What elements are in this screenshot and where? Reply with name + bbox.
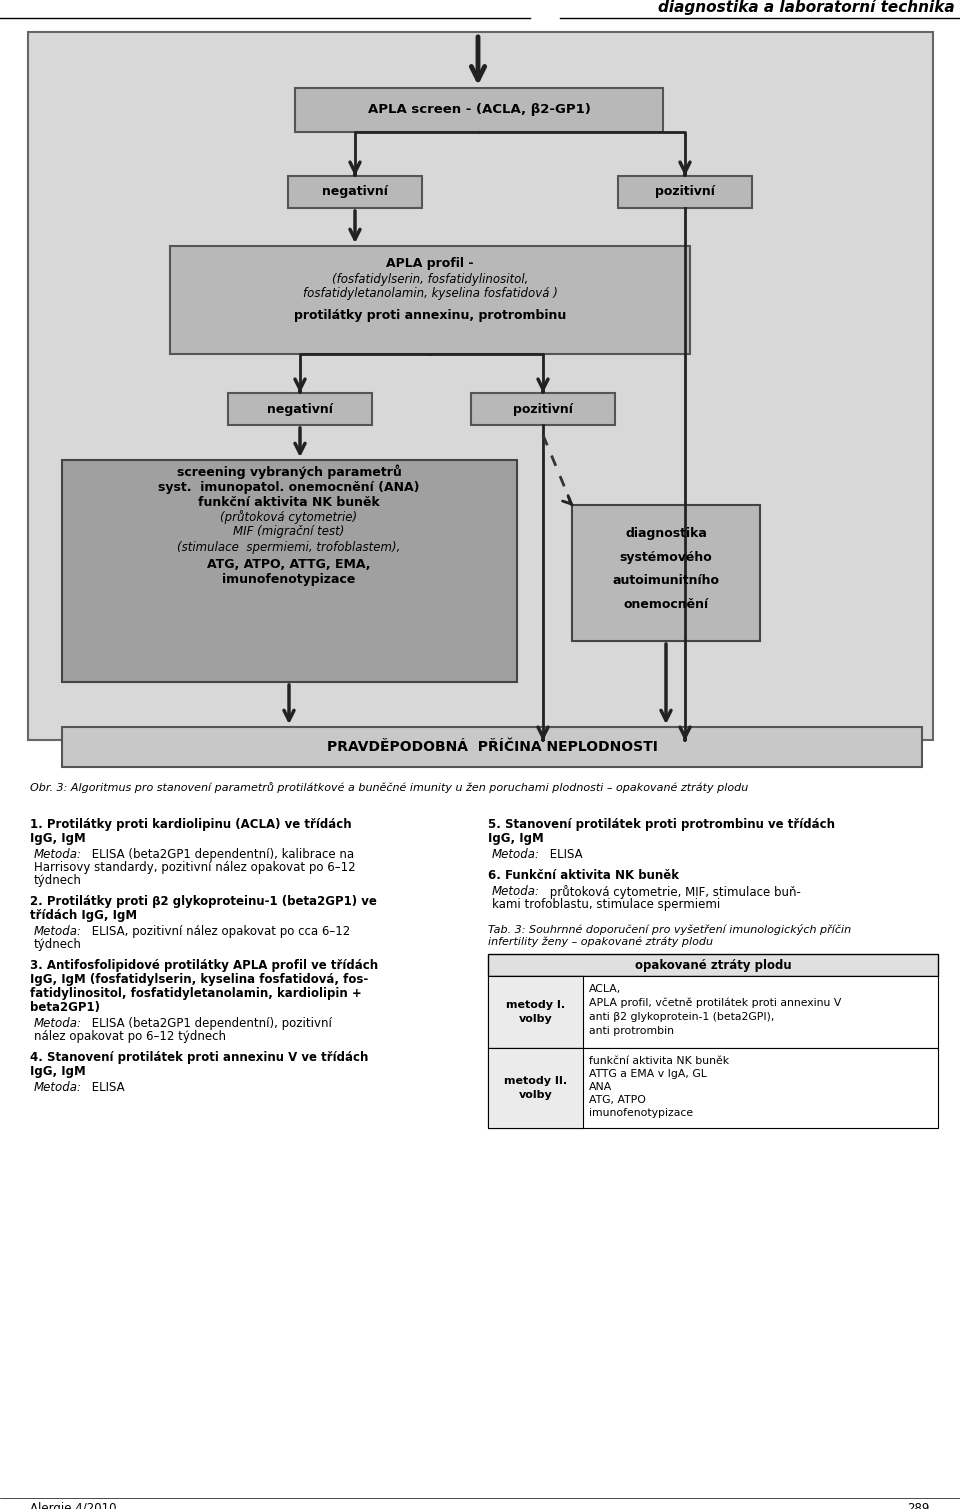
Text: fosfatidyletanolamin, kyselina fosfatidová ): fosfatidyletanolamin, kyselina fosfatido… bbox=[302, 287, 558, 299]
Text: APLA profil -: APLA profil - bbox=[386, 258, 473, 270]
FancyBboxPatch shape bbox=[295, 88, 663, 131]
Text: 6. Funkční aktivita NK buněk: 6. Funkční aktivita NK buněk bbox=[488, 869, 679, 881]
Text: Metoda:: Metoda: bbox=[492, 884, 540, 898]
Text: 1. Protilátky proti kardiolipinu (ACLA) ve třídách: 1. Protilátky proti kardiolipinu (ACLA) … bbox=[30, 818, 351, 831]
Text: průtoková cytometrie, MIF, stimulace buň-: průtoková cytometrie, MIF, stimulace buň… bbox=[546, 884, 801, 899]
Text: Alergie 4/2010: Alergie 4/2010 bbox=[30, 1501, 116, 1509]
Text: kami trofoblastu, stimulace spermiemi: kami trofoblastu, stimulace spermiemi bbox=[492, 898, 720, 911]
FancyBboxPatch shape bbox=[488, 1047, 938, 1129]
FancyBboxPatch shape bbox=[618, 177, 752, 208]
FancyBboxPatch shape bbox=[28, 32, 933, 739]
Text: imunofenotypizace: imunofenotypizace bbox=[589, 1108, 693, 1118]
Text: 3. Antifosfolipidové protilátky APLA profil ve třídách: 3. Antifosfolipidové protilátky APLA pro… bbox=[30, 960, 378, 972]
FancyBboxPatch shape bbox=[288, 177, 422, 208]
Text: IgG, IgM: IgG, IgM bbox=[30, 831, 85, 845]
Text: imunofenotypizace: imunofenotypizace bbox=[223, 573, 356, 587]
Text: ANA: ANA bbox=[589, 1082, 612, 1093]
Text: MIF (migrační test): MIF (migrační test) bbox=[233, 525, 345, 539]
Text: Harrisovy standardy, pozitivní nález opakovat po 6–12: Harrisovy standardy, pozitivní nález opa… bbox=[34, 862, 355, 874]
Text: PRAVDĚPODOBNÁ  PŘÍČINA NEPLODNOSTI: PRAVDĚPODOBNÁ PŘÍČINA NEPLODNOSTI bbox=[326, 739, 658, 754]
Text: fatidylinositol, fosfatidyletanolamin, kardiolipin +: fatidylinositol, fosfatidyletanolamin, k… bbox=[30, 987, 362, 1000]
Text: anti β2 glykoprotein-1 (beta2GPI),: anti β2 glykoprotein-1 (beta2GPI), bbox=[589, 1013, 775, 1022]
Text: ELISA: ELISA bbox=[546, 848, 583, 862]
Text: IgG, IgM (fosfatidylserin, kyselina fosfatidová, fos-: IgG, IgM (fosfatidylserin, kyselina fosf… bbox=[30, 973, 369, 985]
Text: volby: volby bbox=[518, 1014, 552, 1025]
Text: anti protrombin: anti protrombin bbox=[589, 1026, 674, 1037]
Text: onemocnění: onemocnění bbox=[623, 599, 708, 611]
Text: systémového: systémového bbox=[619, 551, 712, 563]
Text: Metoda:: Metoda: bbox=[34, 1080, 82, 1094]
Text: pozitivní: pozitivní bbox=[513, 403, 573, 415]
Text: screening vybraných parametrů: screening vybraných parametrů bbox=[177, 465, 401, 480]
Text: Tab. 3: Souhrnné doporučení pro vyšetření imunologických příčin
infertility ženy: Tab. 3: Souhrnné doporučení pro vyšetřen… bbox=[488, 924, 852, 948]
Text: Metoda:: Metoda: bbox=[34, 1017, 82, 1031]
FancyBboxPatch shape bbox=[170, 246, 690, 355]
FancyBboxPatch shape bbox=[471, 392, 615, 426]
Text: Metoda:: Metoda: bbox=[34, 848, 82, 862]
Text: opakované ztráty plodu: opakované ztráty plodu bbox=[635, 958, 791, 972]
Text: beta2GP1): beta2GP1) bbox=[30, 1000, 100, 1014]
Text: ELISA, pozitivní nález opakovat po cca 6–12: ELISA, pozitivní nález opakovat po cca 6… bbox=[88, 925, 350, 939]
Text: třídách IgG, IgM: třídách IgG, IgM bbox=[30, 908, 137, 922]
Text: 2. Protilátky proti β2 glykoproteinu-1 (beta2GP1) ve: 2. Protilátky proti β2 glykoproteinu-1 (… bbox=[30, 895, 377, 908]
Text: 289: 289 bbox=[907, 1501, 930, 1509]
Text: negativní: negativní bbox=[322, 186, 388, 199]
Text: ELISA (beta2GP1 dependentní), pozitivní: ELISA (beta2GP1 dependentní), pozitivní bbox=[88, 1017, 332, 1031]
FancyBboxPatch shape bbox=[488, 1047, 583, 1129]
Text: Obr. 3: Algoritmus pro stanovení parametrů protilátkové a buněčné imunity u žen : Obr. 3: Algoritmus pro stanovení paramet… bbox=[30, 782, 748, 792]
Text: diagnostika: diagnostika bbox=[625, 527, 707, 540]
Text: IgG, IgM: IgG, IgM bbox=[30, 1065, 85, 1077]
Text: nález opakovat po 6–12 týdnech: nález opakovat po 6–12 týdnech bbox=[34, 1031, 226, 1043]
FancyBboxPatch shape bbox=[488, 954, 938, 976]
FancyBboxPatch shape bbox=[62, 460, 517, 682]
Text: syst.  imunopatol. onemocnění (ANA): syst. imunopatol. onemocnění (ANA) bbox=[158, 480, 420, 493]
Text: funkční aktivita NK buněk: funkční aktivita NK buněk bbox=[589, 1056, 730, 1065]
Text: ELISA: ELISA bbox=[88, 1080, 125, 1094]
Text: volby: volby bbox=[518, 1089, 552, 1100]
Text: Metoda:: Metoda: bbox=[492, 848, 540, 862]
Text: 4. Stanovení protilátek proti annexinu V ve třídách: 4. Stanovení protilátek proti annexinu V… bbox=[30, 1050, 369, 1064]
FancyBboxPatch shape bbox=[228, 392, 372, 426]
Text: metody I.: metody I. bbox=[506, 1000, 565, 1010]
Text: pozitivní: pozitivní bbox=[655, 186, 715, 199]
Text: ELISA (beta2GP1 dependentní), kalibrace na: ELISA (beta2GP1 dependentní), kalibrace … bbox=[88, 848, 354, 862]
Text: APLA screen - (ACLA, β2-GP1): APLA screen - (ACLA, β2-GP1) bbox=[368, 104, 590, 116]
FancyBboxPatch shape bbox=[572, 506, 760, 641]
Text: funkční aktivita NK buněk: funkční aktivita NK buněk bbox=[198, 495, 380, 509]
Text: (průtoková cytometrie): (průtoková cytometrie) bbox=[221, 510, 357, 524]
Text: 5. Stanovení protilátek proti protrombinu ve třídách: 5. Stanovení protilátek proti protrombin… bbox=[488, 818, 835, 831]
FancyBboxPatch shape bbox=[62, 727, 922, 767]
Text: týdnech: týdnech bbox=[34, 939, 82, 951]
FancyBboxPatch shape bbox=[488, 976, 938, 1047]
Text: metody II.: metody II. bbox=[504, 1076, 567, 1086]
Text: týdnech: týdnech bbox=[34, 874, 82, 887]
Text: Metoda:: Metoda: bbox=[34, 925, 82, 939]
Text: autoimunitního: autoimunitního bbox=[612, 575, 719, 587]
Text: (fosfatidylserin, fosfatidylinositol,: (fosfatidylserin, fosfatidylinositol, bbox=[332, 273, 528, 285]
FancyBboxPatch shape bbox=[488, 976, 583, 1047]
Text: ATTG a EMA v IgA, GL: ATTG a EMA v IgA, GL bbox=[589, 1068, 707, 1079]
Text: ATG, ATPO, ATTG, EMA,: ATG, ATPO, ATTG, EMA, bbox=[207, 558, 371, 572]
Text: negativní: negativní bbox=[267, 403, 333, 415]
Text: IgG, IgM: IgG, IgM bbox=[488, 831, 543, 845]
Text: ATG, ATPO: ATG, ATPO bbox=[589, 1096, 646, 1105]
Text: (stimulace  spermiemi, trofoblastem),: (stimulace spermiemi, trofoblastem), bbox=[178, 540, 400, 554]
Text: APLA profil, včetně protilátek proti annexinu V: APLA profil, včetně protilátek proti ann… bbox=[589, 997, 841, 1008]
Text: protilátky proti annexinu, protrombinu: protilátky proti annexinu, protrombinu bbox=[294, 309, 566, 323]
Text: ACLA,: ACLA, bbox=[589, 984, 621, 994]
Text: diagnostika a laboratorní technika: diagnostika a laboratorní technika bbox=[659, 0, 955, 15]
